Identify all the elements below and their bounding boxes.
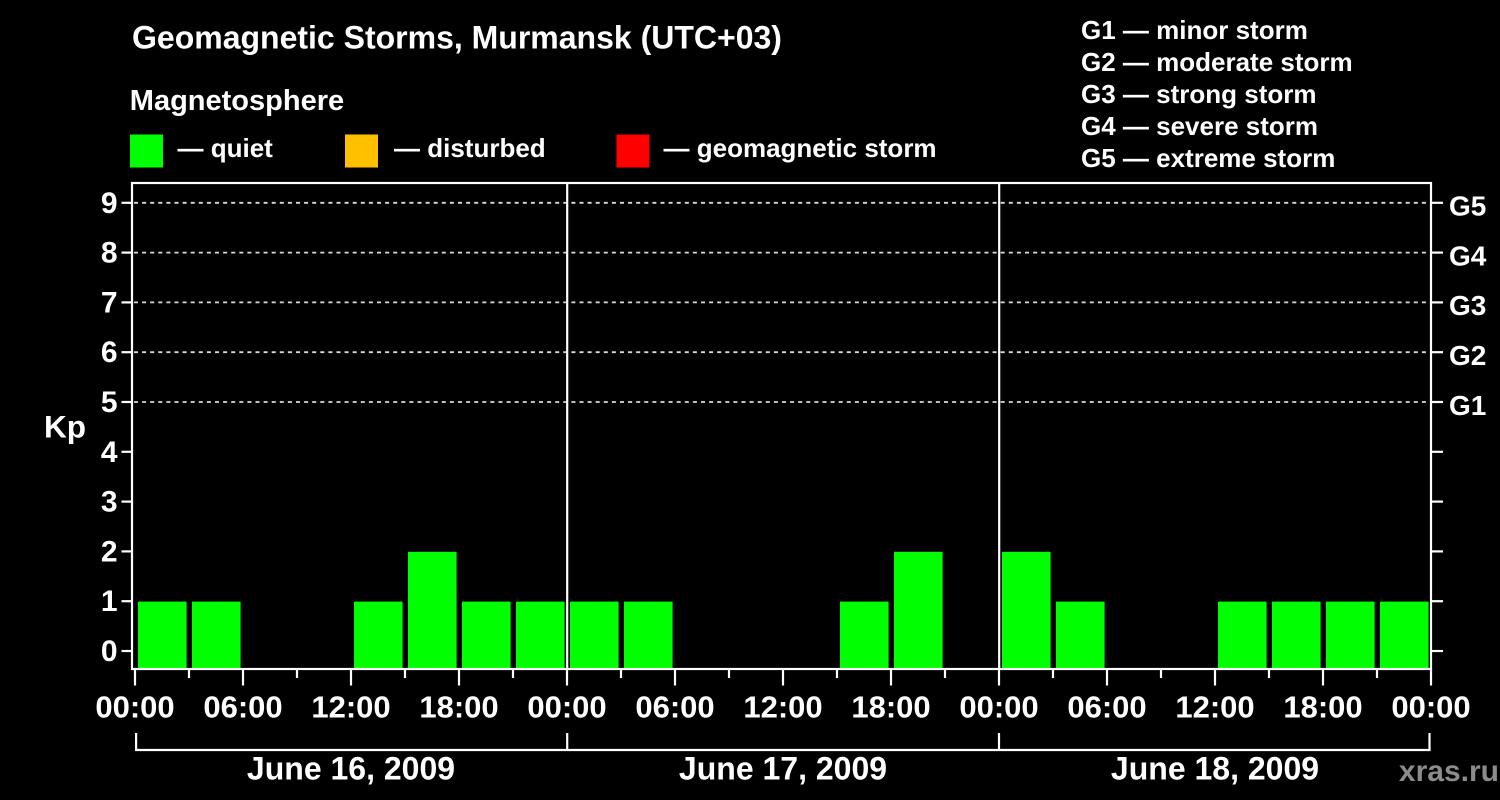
svg-text:5: 5 (101, 386, 118, 419)
svg-text:3: 3 (101, 486, 118, 519)
svg-text:00:00: 00:00 (95, 690, 174, 725)
svg-text:June 17, 2009: June 17, 2009 (679, 751, 887, 787)
svg-text:4: 4 (101, 436, 118, 469)
svg-text:G5 — extreme storm: G5 — extreme storm (1081, 143, 1335, 173)
svg-text:0: 0 (101, 635, 118, 668)
svg-text:06:00: 06:00 (203, 690, 282, 725)
svg-text:— geomagnetic storm: — geomagnetic storm (664, 133, 937, 163)
svg-text:G3 — strong storm: G3 — strong storm (1081, 79, 1316, 109)
svg-text:9: 9 (101, 187, 118, 220)
svg-text:— disturbed: — disturbed (394, 133, 546, 163)
svg-text:— quiet: — quiet (178, 133, 274, 163)
svg-text:00:00: 00:00 (959, 690, 1038, 725)
svg-text:06:00: 06:00 (635, 690, 714, 725)
svg-text:1: 1 (101, 585, 118, 618)
svg-text:G2: G2 (1449, 340, 1486, 371)
svg-text:Magnetosphere: Magnetosphere (130, 85, 344, 117)
svg-text:G4: G4 (1449, 240, 1487, 271)
svg-text:2: 2 (101, 535, 118, 568)
svg-text:18:00: 18:00 (1283, 690, 1362, 725)
svg-text:18:00: 18:00 (851, 690, 930, 725)
svg-text:G4 — severe storm: G4 — severe storm (1081, 111, 1318, 141)
svg-text:12:00: 12:00 (311, 690, 390, 725)
svg-text:12:00: 12:00 (1175, 690, 1254, 725)
svg-text:6: 6 (101, 336, 118, 369)
svg-text:June 16, 2009: June 16, 2009 (247, 751, 455, 787)
svg-text:Kp: Kp (44, 409, 86, 445)
svg-text:12:00: 12:00 (743, 690, 822, 725)
svg-text:Geomagnetic Storms, Murmansk (: Geomagnetic Storms, Murmansk (UTC+03) (132, 20, 782, 56)
svg-text:G1 — minor storm: G1 — minor storm (1081, 15, 1308, 45)
svg-text:G2 — moderate storm: G2 — moderate storm (1081, 47, 1353, 77)
svg-text:June 18, 2009: June 18, 2009 (1111, 751, 1319, 787)
svg-text:8: 8 (101, 237, 118, 270)
svg-text:00:00: 00:00 (527, 690, 606, 725)
svg-text:7: 7 (101, 286, 118, 319)
svg-text:xras.ru: xras.ru (1399, 755, 1499, 788)
svg-text:00:00: 00:00 (1391, 690, 1470, 725)
svg-text:G5: G5 (1449, 191, 1486, 222)
svg-text:G1: G1 (1449, 390, 1486, 421)
svg-text:18:00: 18:00 (419, 690, 498, 725)
svg-text:06:00: 06:00 (1067, 690, 1146, 725)
svg-text:G3: G3 (1449, 290, 1486, 321)
